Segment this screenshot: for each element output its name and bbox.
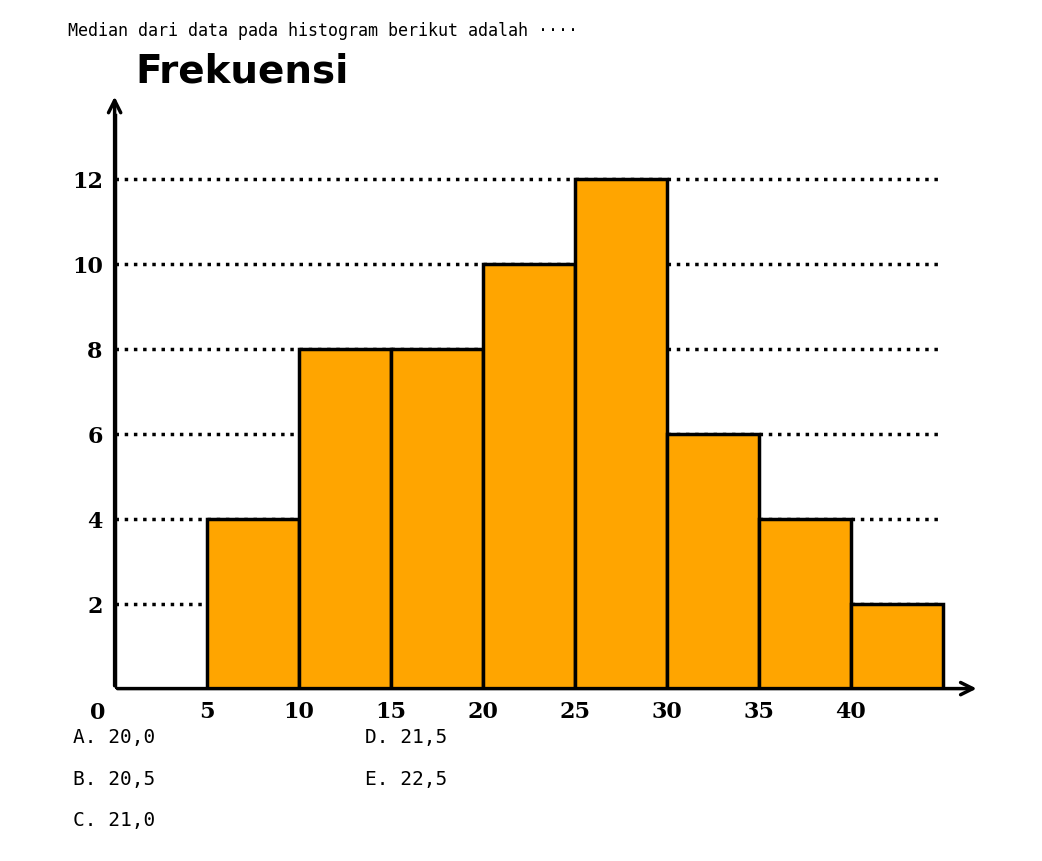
Text: A. 20,0: A. 20,0 [73, 728, 155, 746]
Text: Frekuensi: Frekuensi [135, 53, 349, 90]
Bar [206, 519, 299, 689]
Bar [299, 350, 391, 689]
Text: C. 21,0: C. 21,0 [73, 810, 155, 829]
Bar [759, 519, 850, 689]
Bar [667, 434, 759, 689]
Text: Median dari data pada histogram berikut adalah ····: Median dari data pada histogram berikut … [68, 22, 577, 40]
Bar [574, 180, 667, 689]
Bar [482, 264, 574, 689]
Text: D. 21,5: D. 21,5 [365, 728, 447, 746]
Text: B. 20,5: B. 20,5 [73, 769, 155, 788]
Text: E. 22,5: E. 22,5 [365, 769, 447, 788]
Text: 0: 0 [90, 702, 105, 723]
Bar [391, 350, 482, 689]
Bar [850, 604, 943, 689]
